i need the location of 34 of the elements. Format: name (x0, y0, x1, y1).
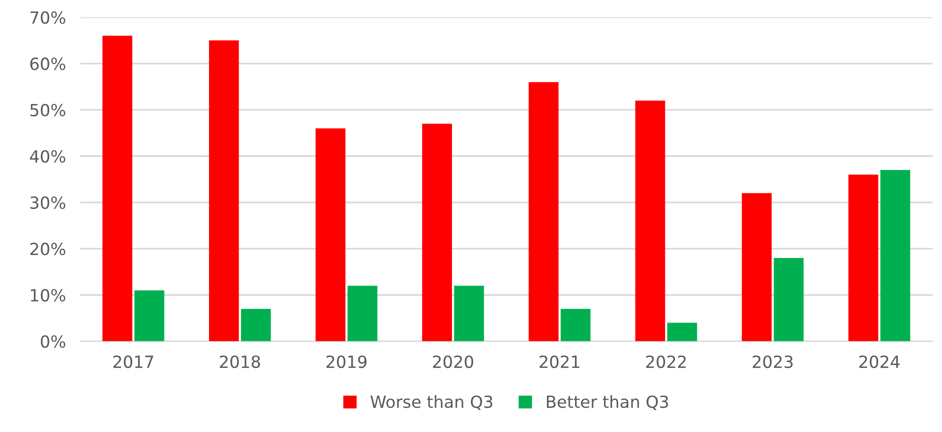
y-tick-label: 0% (40, 335, 66, 348)
bar (635, 100, 666, 342)
bar (209, 40, 239, 342)
y-tick-label: 20% (30, 242, 66, 256)
bar (880, 170, 910, 342)
bar (422, 124, 452, 342)
x-tick-label: 2020 (433, 355, 474, 368)
bar (102, 36, 132, 342)
y-tick-label: 10% (30, 288, 66, 302)
bar (667, 322, 698, 342)
x-tick-label: 2021 (540, 355, 580, 368)
bar (528, 82, 559, 342)
x-tick-label: 2024 (859, 355, 900, 368)
bar (240, 308, 271, 342)
y-tick-label: 60% (30, 58, 66, 70)
bar (454, 286, 484, 342)
y-tick-label: 70% (30, 11, 66, 24)
legend-label: Better than Q3 (546, 395, 668, 410)
y-tick-label: 50% (30, 104, 66, 116)
bar (774, 258, 804, 342)
bar (742, 193, 772, 342)
x-tick-label: 2023 (752, 355, 793, 368)
x-tick-label: 2018 (220, 355, 260, 368)
y-tick-label: 40% (30, 150, 66, 163)
y-tick-label: 30% (30, 196, 66, 209)
bar (134, 290, 164, 342)
bar (316, 128, 346, 342)
bar (560, 308, 591, 342)
legend-label: Worse than Q3 (370, 395, 492, 410)
x-tick-label: 2019 (326, 355, 367, 368)
bar (348, 286, 378, 342)
x-tick-label: 2022 (646, 355, 686, 368)
bar (848, 174, 878, 342)
x-tick-label: 2017 (113, 355, 154, 368)
